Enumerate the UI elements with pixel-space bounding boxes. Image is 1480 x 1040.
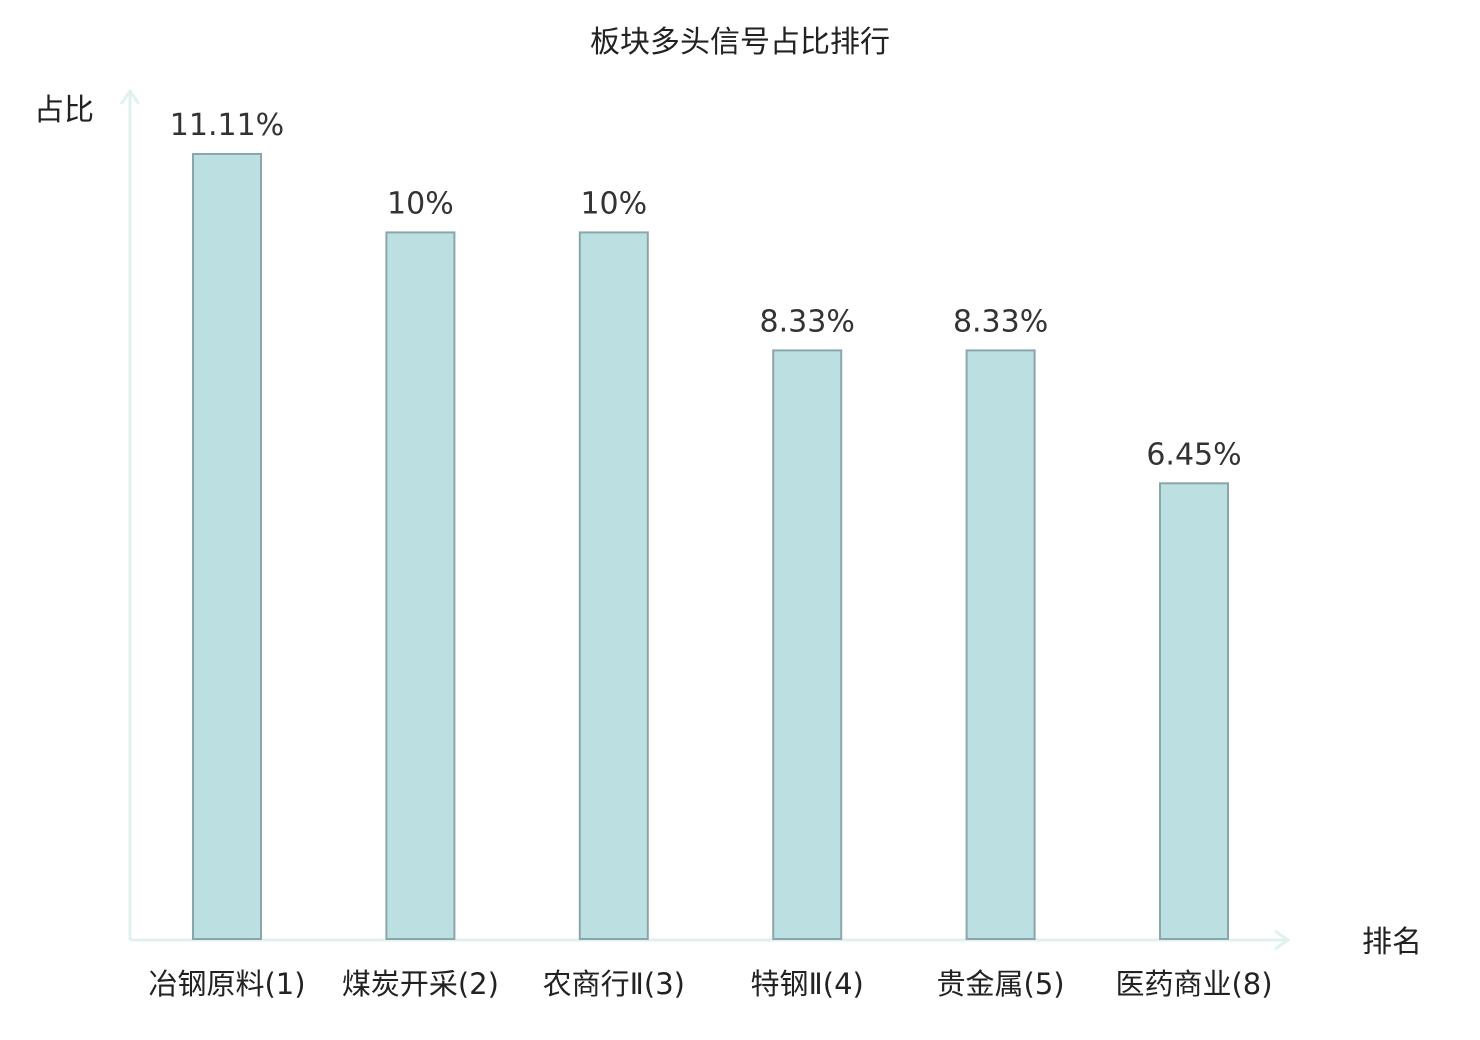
category-label-1: 冶钢原料(1) — [148, 967, 305, 1001]
value-labels-group: 11.11% 10% 10% 8.33% 8.33% 6.45% — [170, 108, 1242, 472]
bar-2 — [385, 231, 456, 940]
x-axis-arrow — [1274, 929, 1291, 951]
category-label-5: 贵金属(5) — [937, 967, 1065, 1001]
bar-5 — [965, 349, 1036, 940]
bar-value-label-2: 10% — [387, 186, 454, 221]
category-label-3: 农商行Ⅱ(3) — [543, 967, 685, 1001]
category-label-2: 煤炭开采(2) — [342, 967, 499, 1001]
bar-6 — [1159, 482, 1229, 940]
bar-4 — [772, 349, 843, 940]
bar-value-label-5: 8.33% — [953, 304, 1048, 339]
x-axis-label: 排名 — [1362, 925, 1422, 960]
bar-value-label-1: 11.11% — [170, 108, 284, 143]
bar-value-label-3: 10% — [580, 186, 647, 221]
bar-value-label-6: 6.45% — [1146, 437, 1241, 472]
bar-3 — [578, 231, 649, 940]
bar-1 — [192, 153, 262, 940]
y-axis-arrow — [119, 88, 141, 105]
category-label-6: 医药商业(8) — [1115, 967, 1272, 1001]
chart-title: 板块多头信号占比排行 — [590, 25, 890, 60]
category-labels-group: 冶钢原料(1) 煤炭开采(2) 农商行Ⅱ(3) 特钢Ⅱ(4) 贵金属(5) 医药商业(8) — [148, 967, 1272, 1001]
bar-value-label-4: 8.33% — [760, 304, 855, 339]
category-label-4: 特钢Ⅱ(4) — [751, 967, 864, 1001]
axes — [119, 88, 1291, 951]
bars-group — [192, 153, 1229, 940]
y-axis-label: 占比 — [34, 93, 94, 128]
